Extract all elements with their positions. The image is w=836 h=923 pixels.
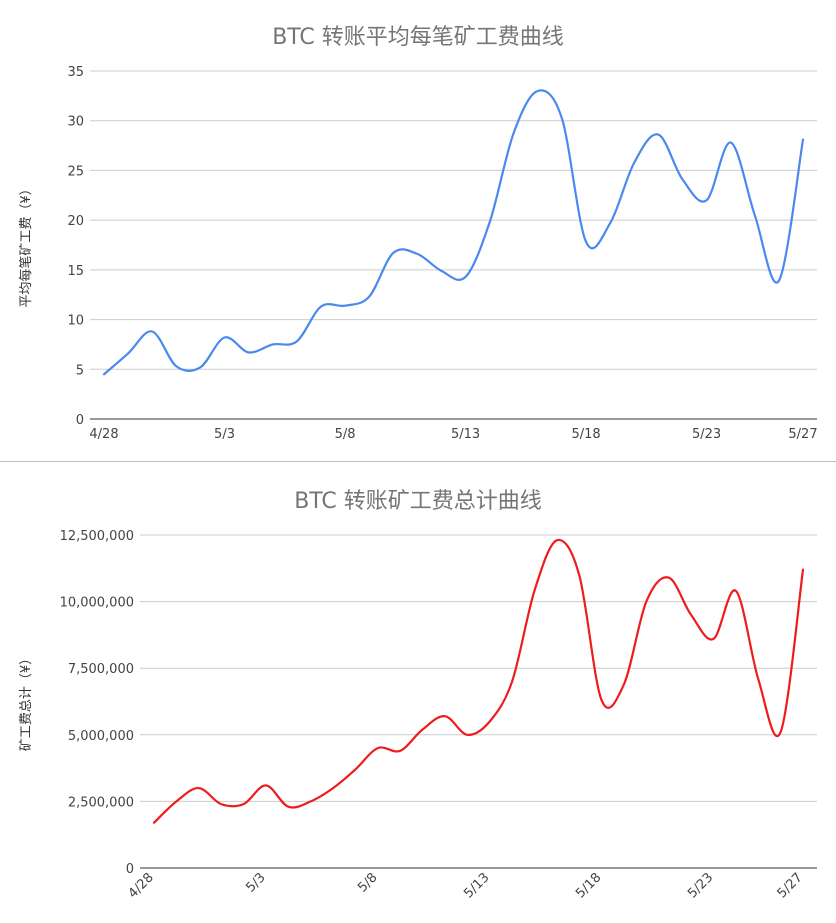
y-tick-label: 35 — [67, 65, 84, 80]
x-tick-label: 5/18 — [571, 427, 600, 442]
y-tick-label: 10 — [67, 314, 84, 329]
x-tick-label: 5/3 — [214, 427, 235, 442]
series-line — [152, 538, 805, 824]
x-tick-label: 5/13 — [451, 427, 480, 442]
x-tick-label: 5/8 — [355, 870, 380, 895]
y-tick-label: 15 — [67, 264, 84, 279]
chart-divider — [0, 461, 836, 462]
chart-title: BTC 转账平均每笔矿工费曲线 — [272, 25, 564, 50]
total-fee-chart: BTC 转账矿工费总计曲线 0 2,500,000 5,000,000 7,500,00… — [19, 489, 817, 901]
x-tick-label: 4/28 — [89, 427, 118, 442]
x-tick-label: 5/23 — [692, 427, 721, 442]
x-tick-label: 5/3 — [243, 870, 268, 895]
x-tick-label: 5/8 — [335, 427, 356, 442]
y-tick-label: 0 — [126, 862, 134, 877]
x-tick-label: 5/27 — [775, 870, 806, 901]
y-axis-title: 矿工费总计（¥） — [19, 652, 34, 751]
x-tick-label: 5/18 — [573, 870, 604, 901]
avg-fee-chart: BTC 转账平均每笔矿工费曲线 0 5 10 15 20 25 30 35 平均每笔矿工费（¥） 4… — [18, 25, 818, 442]
y-axis-title: 平均每笔矿工费（¥） — [18, 182, 34, 307]
series-line — [102, 89, 805, 376]
y-tick-label: 2,500,000 — [68, 795, 134, 810]
y-tick-label: 5,000,000 — [68, 729, 134, 744]
x-tick-label: 5/23 — [685, 870, 716, 901]
y-tick-label: 10,000,000 — [60, 596, 134, 611]
chart-title: BTC 转账矿工费总计曲线 — [294, 489, 542, 514]
y-tick-label: 12,500,000 — [60, 529, 134, 544]
x-tick-label: 5/13 — [461, 870, 492, 901]
y-tick-label: 7,500,000 — [68, 662, 134, 677]
y-tick-label: 0 — [76, 413, 84, 428]
y-tick-label: 25 — [67, 164, 84, 179]
y-tick-label: 20 — [67, 214, 84, 229]
x-tick-label: 5/27 — [788, 427, 817, 442]
y-tick-label: 30 — [67, 115, 84, 130]
y-tick-label: 5 — [76, 363, 84, 378]
